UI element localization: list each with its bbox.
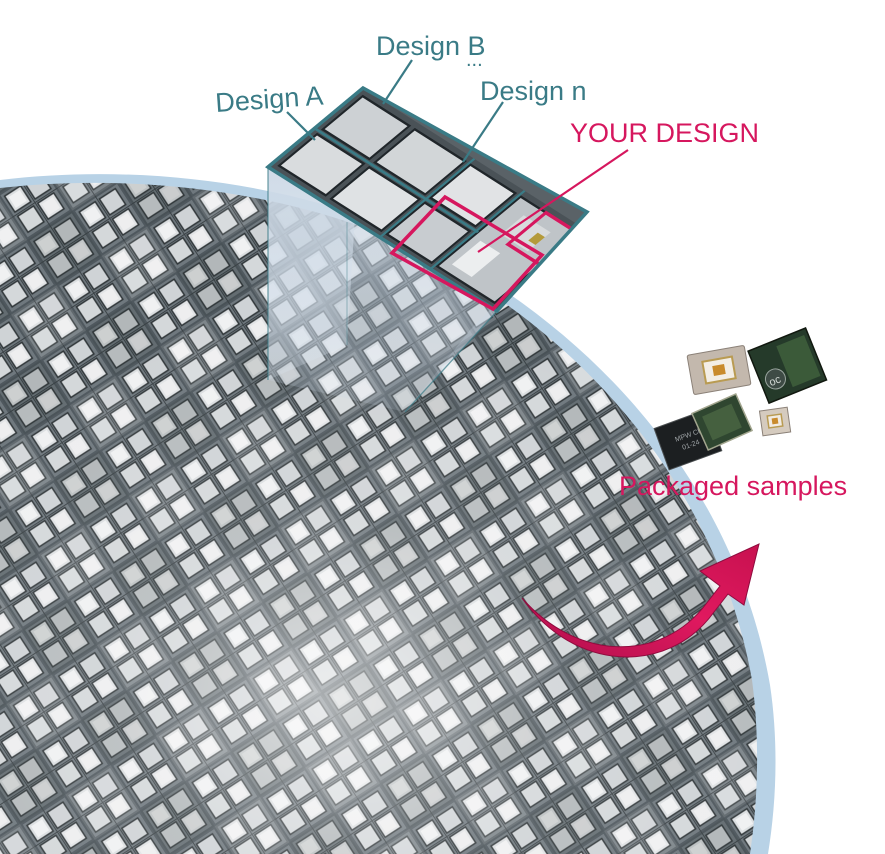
design-tile (265, 85, 590, 314)
label-design-b: Design B (376, 31, 486, 61)
label-your-design: YOUR DESIGN (570, 118, 759, 148)
label-design-b-ellipsis: ... (466, 49, 483, 71)
leader-your-design (477, 149, 629, 253)
label-packaged-samples: Packaged samples (619, 471, 847, 501)
bga-package-2 (690, 392, 754, 452)
bga-package-1: oc (747, 327, 828, 405)
curved-arrow (521, 543, 760, 658)
chip-logo-text: oc (767, 373, 783, 389)
your-design-highlight (389, 194, 545, 312)
leader-design-a (286, 111, 316, 141)
packaged-samples: oc MPW Chip 01-24 (653, 327, 828, 471)
ceramic-package-2 (758, 406, 792, 437)
leader-design-b (382, 59, 413, 105)
label-design-n: Design n (480, 76, 587, 106)
leader-design-n (462, 101, 504, 163)
ceramic-package-1 (686, 345, 752, 395)
arrow-body (521, 543, 760, 658)
leader-lines (286, 59, 629, 253)
label-design-a: Design A (214, 81, 324, 118)
